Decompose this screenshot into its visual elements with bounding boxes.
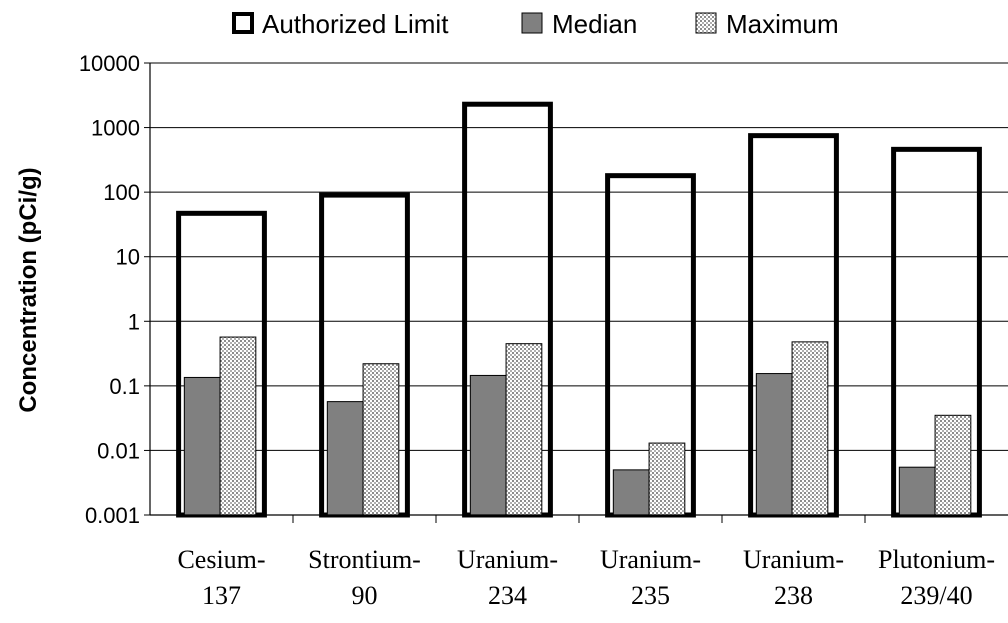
gridlines — [150, 62, 1008, 451]
y-tick-label: 0.01 — [97, 438, 140, 463]
x-tick-label: Plutonium- — [878, 545, 995, 574]
x-tick-label: Cesium- — [177, 545, 265, 574]
x-tick-label: 238 — [774, 581, 813, 610]
y-tick-label: 0.1 — [109, 374, 140, 399]
x-tick-label: Uranium- — [600, 545, 701, 574]
bar-median — [183, 376, 221, 516]
y-tick-label: 10 — [116, 245, 140, 270]
bar-maximum — [219, 336, 257, 516]
y-tick-label: 1 — [128, 309, 140, 334]
bars — [176, 101, 982, 518]
bar-median — [898, 466, 936, 516]
y-tick-label: 100 — [103, 180, 140, 205]
bar-maximum — [791, 341, 829, 516]
x-tick-labels: Cesium- 137 Strontium- 90 Uranium- 234 Uranium… — [177, 545, 995, 610]
bar-median — [755, 373, 793, 516]
x-tick-label: 90 — [352, 581, 378, 610]
legend-swatch — [695, 12, 717, 34]
legend-label: Authorized Limit — [262, 9, 449, 39]
legend-swatch — [232, 12, 254, 34]
bar-median — [469, 374, 507, 516]
x-tick-label: Strontium- — [308, 545, 421, 574]
y-tick-label: 0.001 — [85, 503, 140, 528]
x-tick-label: 137 — [202, 581, 241, 610]
bar-maximum — [648, 442, 686, 516]
x-tick-label: 235 — [631, 581, 670, 610]
legend-label: Median — [552, 9, 637, 39]
legend-swatch — [521, 12, 543, 34]
x-tick-label: Uranium- — [743, 545, 844, 574]
y-axis-label: Concentration (pCi/g) — [15, 167, 42, 412]
legend-label: Maximum — [726, 9, 839, 39]
bar-maximum — [934, 414, 972, 516]
y-tick-labels: 0.001 0.01 0.1 1 10 100 1000 10000 — [79, 51, 140, 528]
bar-maximum — [505, 343, 543, 516]
bar-maximum — [362, 363, 400, 516]
x-tick-label: Uranium- — [457, 545, 558, 574]
axes — [144, 62, 1008, 523]
y-tick-label: 10000 — [79, 51, 140, 76]
bar-median — [612, 469, 650, 516]
x-tick-label: 234 — [488, 581, 527, 610]
x-tick-label: 239/40 — [900, 581, 972, 610]
bar-median — [326, 401, 364, 516]
legend: Authorized Limit Median Maximum — [232, 9, 839, 39]
y-tick-label: 1000 — [91, 116, 140, 141]
